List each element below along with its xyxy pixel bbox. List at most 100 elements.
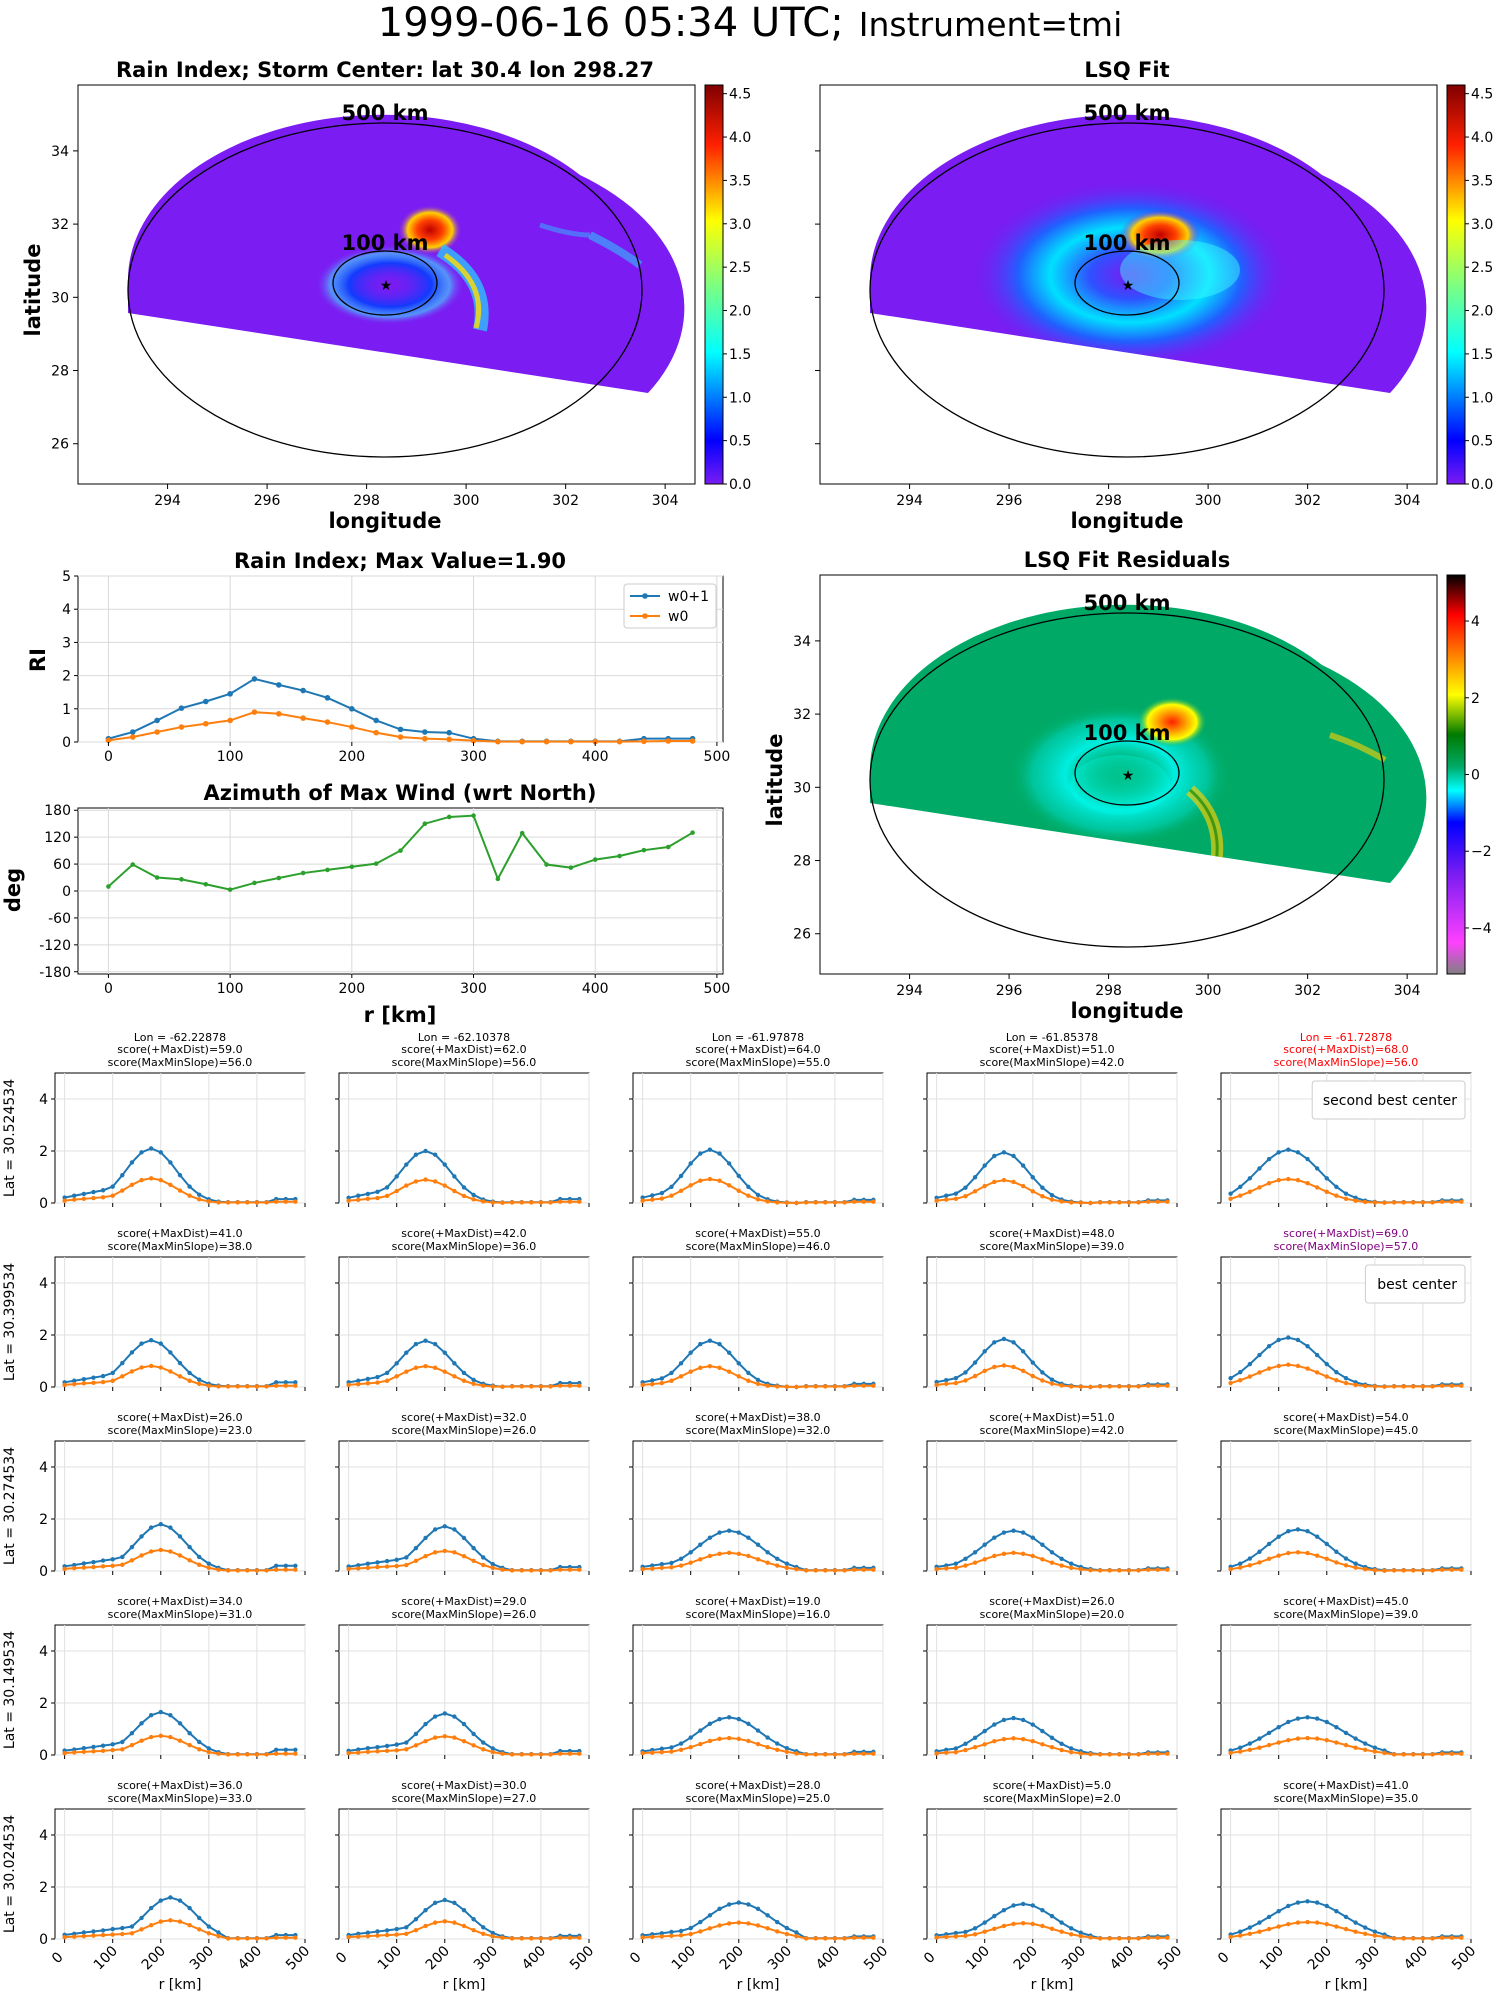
cell-lat-label: Lat = 30.274534 xyxy=(2,1447,18,1565)
cell-series-1-point xyxy=(1001,1363,1007,1368)
y-axis-ticks xyxy=(815,150,820,445)
cell-series-0-point xyxy=(404,1740,409,1745)
y-tick-label: -120 xyxy=(39,938,71,954)
cell-series-1-point xyxy=(1257,1185,1262,1190)
cell-series-1-point xyxy=(953,1565,959,1571)
cell-series-1-point xyxy=(1069,1932,1074,1937)
cell-series-1-point xyxy=(356,1750,361,1755)
cell-series-1-point xyxy=(1126,1384,1132,1389)
cell-series-0-point xyxy=(158,1341,163,1346)
cell-series-1-point xyxy=(1439,1199,1445,1204)
cell-series-1-point xyxy=(346,1934,351,1940)
colorbar xyxy=(1446,84,1466,485)
cell-series-0-point xyxy=(158,1522,163,1527)
cell-series-1-point xyxy=(953,1934,959,1939)
cell-series-0-point xyxy=(717,1151,722,1156)
cell-series-1-point xyxy=(775,1929,780,1934)
cell-series-1-point xyxy=(871,1751,876,1756)
cell-series-0-point xyxy=(394,1926,399,1932)
cell-series-0-point xyxy=(413,1731,419,1737)
cell-series-0-point xyxy=(384,1185,390,1190)
y-tick-label: 2 xyxy=(39,1144,48,1160)
cell-series-1-point xyxy=(1411,1936,1416,1941)
cell-series-0-point xyxy=(110,1742,115,1747)
cell-series-1-point xyxy=(953,1380,959,1386)
cell-series-1-point xyxy=(139,1553,144,1558)
y-tick-label: 4 xyxy=(39,1460,48,1476)
cell-series-1-point xyxy=(1353,1565,1358,1570)
cell-series-1-point xyxy=(803,1384,809,1389)
series-0-point xyxy=(276,682,282,688)
cell-series-0-point xyxy=(698,1341,703,1347)
cell-series-1-point xyxy=(293,1751,298,1756)
cell-series-1-point xyxy=(1040,1557,1045,1562)
x-tick-label: 300 xyxy=(453,493,480,509)
cell-series-0-point xyxy=(461,1535,467,1541)
cell-series-1-point xyxy=(1420,1200,1426,1205)
cell-series-0-point xyxy=(404,1925,409,1930)
cell-series-1-point xyxy=(375,1195,380,1201)
cell-series-1-point xyxy=(187,1923,192,1928)
cell-series-1-point xyxy=(851,1199,857,1204)
cell-series-1-point xyxy=(384,1748,390,1754)
cell-grid xyxy=(339,1625,590,1756)
cell-series-1-point xyxy=(1324,1737,1329,1743)
cell-series-1-point xyxy=(81,1749,87,1755)
azimuth-point xyxy=(519,830,525,836)
cell-series-1-point xyxy=(1334,1740,1339,1745)
cell-series-0-point xyxy=(81,1930,87,1935)
cell-series-1-point xyxy=(216,1384,221,1389)
cell-series-0-point xyxy=(148,1146,154,1151)
cell-series-1-point xyxy=(225,1568,231,1573)
cell-series-1-point xyxy=(1136,1568,1141,1573)
cell-series-1-point xyxy=(775,1200,780,1205)
cell-series-1-point xyxy=(1238,1565,1243,1570)
cell-series-0-point xyxy=(273,1747,279,1753)
cell-series-1-point xyxy=(784,1931,790,1937)
cell-series-0-point xyxy=(177,1721,183,1726)
cell-series-1-point xyxy=(982,1557,987,1562)
cell-series-0-point xyxy=(784,1746,790,1751)
cell-series-1-point xyxy=(110,1932,115,1937)
series-1-point xyxy=(276,710,282,717)
cell-series-1-point xyxy=(509,1568,515,1573)
cell-series-1-point xyxy=(1382,1750,1387,1756)
x-tick-label: 300 xyxy=(1353,1943,1383,1973)
cell-series-1-point xyxy=(1030,1553,1035,1559)
score-cell: score(+MaxDist)=51.0score(MaxMinSlope)=4… xyxy=(923,1411,1178,1575)
cell-series-0-point xyxy=(197,1377,202,1382)
cell-series-1-point xyxy=(365,1933,371,1939)
cell-series-1-point xyxy=(1136,1752,1141,1757)
cell-series-1-point xyxy=(659,1380,665,1386)
cell-series-1-point xyxy=(1030,1921,1035,1927)
cell-series-1-point xyxy=(784,1384,790,1389)
score-cell: score(+MaxDist)=48.0score(MaxMinSlope)=3… xyxy=(923,1227,1178,1391)
cell-series-1-point xyxy=(736,1920,741,1925)
cell-series-1-point xyxy=(698,1178,703,1183)
cell-series-0-point xyxy=(1276,1337,1281,1343)
cell-series-1-point xyxy=(394,1748,399,1753)
cell-series-1-point xyxy=(1040,1378,1045,1383)
y-axis-label: latitude xyxy=(21,244,45,337)
cell-axes xyxy=(338,1808,590,1940)
cell-series-0-point xyxy=(1049,1735,1055,1741)
cell-series-1-point xyxy=(963,1378,968,1383)
cell-ticks xyxy=(335,1098,590,1207)
cell-lines xyxy=(640,1338,876,1390)
cell-axes xyxy=(632,1072,884,1204)
cell-series-0-point xyxy=(120,1360,125,1366)
cell-series-1-point xyxy=(823,1384,828,1389)
cell-series-1-point xyxy=(1286,1362,1291,1367)
cell-series-0-point xyxy=(1020,1901,1026,1907)
cell-series-1-point xyxy=(404,1747,409,1752)
cell-series-1-point xyxy=(650,1934,655,1940)
cell-series-0-point xyxy=(413,1152,419,1157)
series-0-point xyxy=(129,729,136,735)
cell-legend-box xyxy=(1311,1080,1466,1120)
x-tick-label: 300 xyxy=(460,981,487,997)
cell-series-1-point xyxy=(678,1747,684,1753)
series-1-point xyxy=(470,737,477,744)
cell-series-1-point xyxy=(1353,1382,1358,1388)
cell-series-0-point xyxy=(356,1747,361,1752)
cell-series-1-point xyxy=(1011,1921,1016,1927)
